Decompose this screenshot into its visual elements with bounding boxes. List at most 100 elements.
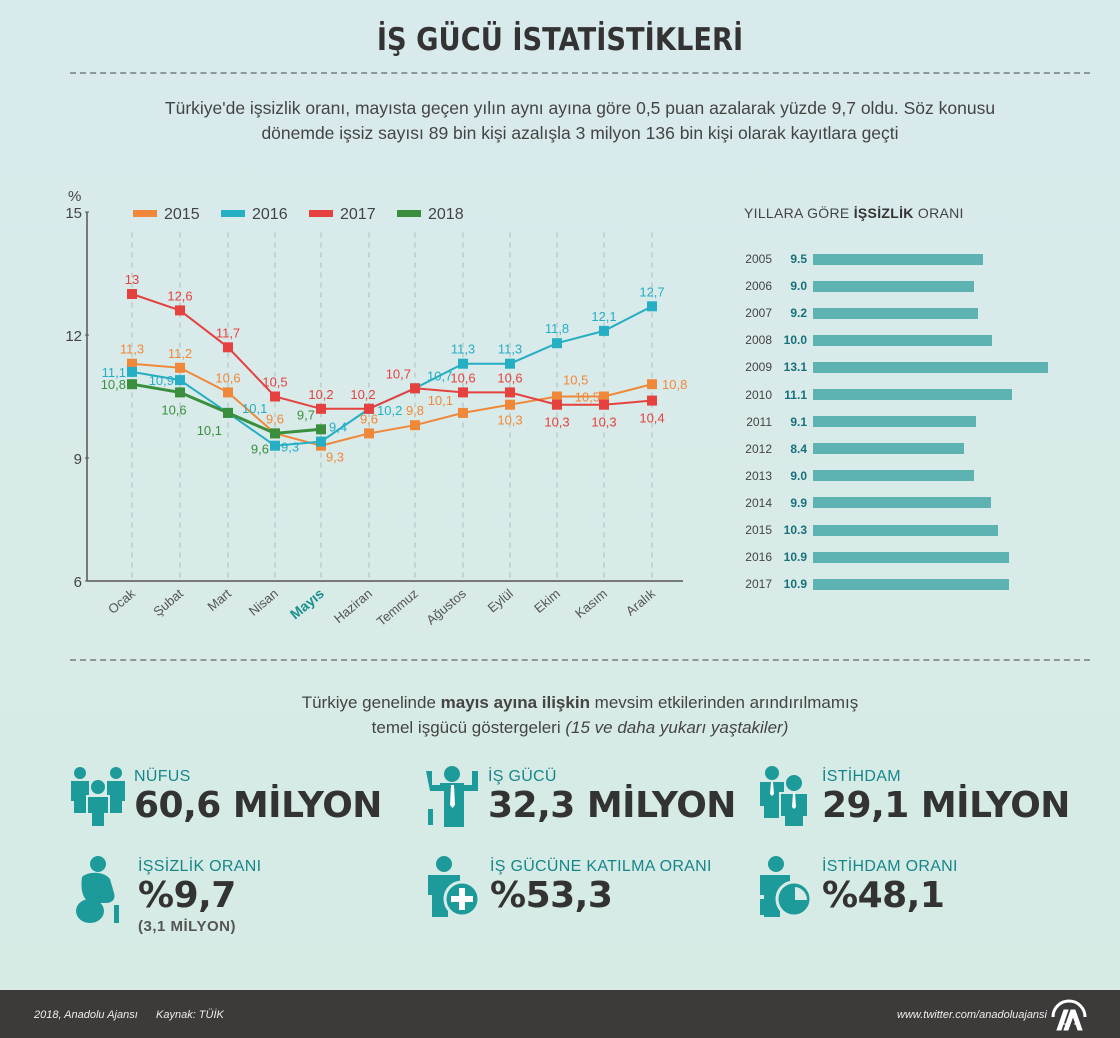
- workforce-icon: [426, 766, 478, 827]
- data-label-2016: 9,3: [281, 440, 299, 455]
- bar-row: 2009 13.1: [740, 360, 1048, 374]
- bar-year-label: 2011: [746, 414, 772, 429]
- data-point-2017: [410, 383, 420, 394]
- indicators-intro: Türkiye genelinde mayıs ayına ilişkin me…: [70, 690, 1090, 740]
- data-label-2017: 12,6: [167, 288, 192, 303]
- footer-copyright: 2018, Anadolu Ajansı: [34, 1009, 138, 1021]
- data-point-2016: [316, 436, 326, 447]
- bar: [813, 334, 993, 346]
- bar-row: 2017 10.9: [740, 577, 1009, 591]
- bar-row: 2010 11.1: [740, 387, 1013, 402]
- stat-value: 32,3 MİLYON: [488, 785, 736, 826]
- bar-value-label: 10.9: [783, 577, 807, 592]
- data-point-2018: [127, 379, 137, 390]
- stat-value: %9,7: [138, 875, 236, 916]
- bar-year-label: 2006: [745, 279, 772, 294]
- data-label-2016: 12,7: [639, 284, 664, 299]
- bar-row: 2007 9.2: [740, 306, 979, 321]
- x-tick-label: Ağustos: [423, 585, 469, 627]
- stat-value: %48,1: [822, 875, 945, 916]
- bar-year-label: 2013: [745, 468, 772, 483]
- bar: [813, 253, 984, 265]
- x-tick-label: Ocak: [105, 585, 138, 616]
- footer-twitter-link[interactable]: www.twitter.com/anadoluajansi: [897, 1009, 1047, 1021]
- bar-value-label: 10.3: [783, 523, 807, 537]
- bar-chart-title: YILLARA GÖRE İŞSİZLİK ORANI: [744, 205, 964, 221]
- bar: [813, 497, 991, 509]
- bar: [813, 307, 979, 319]
- data-label-2017: 10,2: [308, 387, 333, 402]
- top-divider: [70, 72, 1090, 74]
- stat-workforce: İŞ GÜCÜ 32,3 MİLYON: [422, 765, 736, 827]
- data-point-2018: [270, 428, 280, 439]
- data-label-2016: 11,1: [102, 365, 126, 380]
- data-label-2016: 9,4: [329, 420, 347, 435]
- data-label-2018: 10,1: [197, 423, 222, 438]
- data-label-2017: 10,6: [450, 370, 475, 385]
- footer-source: Kaynak: TÜİK: [156, 1009, 224, 1021]
- data-label-2018: 9,7: [297, 407, 315, 422]
- data-point-2017: [364, 403, 374, 414]
- employment-pie-icon: [760, 856, 813, 917]
- data-label-2015: 11,3: [120, 342, 144, 357]
- stat-participation-rate: İŞ GÜCÜNE KATILMA ORANI %53,3: [424, 855, 712, 917]
- bar-value-label: 10.0: [783, 333, 807, 348]
- stat-value: %53,3: [490, 875, 613, 916]
- data-label-2015: 9,8: [406, 403, 424, 418]
- bar-year-label: 2012: [745, 441, 772, 456]
- legend-label: 2015: [164, 206, 200, 223]
- data-point-2015: [410, 420, 420, 431]
- stat-label: İŞ GÜCÜNE KATILMA ORANI: [490, 858, 712, 875]
- x-tick-label: Eylül: [485, 586, 516, 616]
- data-label-2015: 10,8: [662, 377, 687, 392]
- y-tick-label: 12: [65, 328, 82, 345]
- data-label-2015: 10,3: [497, 413, 522, 428]
- bar-year-label: 2010: [745, 387, 772, 402]
- data-label-2016: 10,7: [427, 368, 452, 383]
- data-label-2017: 10,7: [386, 366, 411, 381]
- data-point-2016: [552, 338, 562, 349]
- bar-value-label: 9.0: [790, 468, 807, 483]
- y-tick-label: 6: [74, 574, 82, 591]
- bar-row: 2012 8.4: [740, 442, 964, 456]
- bar-value-label: 9.2: [790, 306, 807, 321]
- bar-row: 2006 9.0: [740, 279, 975, 294]
- data-point-2017: [647, 395, 657, 406]
- data-label-2017: 10,3: [591, 415, 616, 430]
- bar-row: 2008 10.0: [740, 333, 993, 348]
- data-point-2016: [175, 375, 185, 386]
- bar: [813, 551, 1009, 563]
- intro-line-1: Türkiye'de işsizlik oranı, mayısta geçen…: [164, 98, 996, 118]
- intro-text: Türkiye'de işsizlik oranı, mayısta geçen…: [70, 96, 1090, 146]
- y-tick-label: 15: [65, 205, 82, 222]
- x-tick-label: Nisan: [246, 586, 281, 619]
- stat-value: 29,1 MİLYON: [822, 785, 1070, 826]
- legend-swatch: [221, 210, 245, 217]
- data-label-2016: 11,3: [498, 342, 522, 357]
- indicators-intro-line-2: temel işgücü göstergeleri (15 ve daha yu…: [371, 718, 789, 737]
- y-unit-label: %: [68, 188, 81, 205]
- bar-year-label: 2009: [745, 360, 772, 375]
- data-point-2017: [599, 399, 609, 410]
- data-point-2016: [647, 301, 657, 312]
- x-tick-label: Ekim: [531, 586, 563, 616]
- legend-swatch: [133, 210, 157, 217]
- legend-label: 2016: [252, 206, 288, 223]
- participation-plus-icon: [428, 856, 481, 917]
- data-point-2016: [599, 325, 609, 336]
- bar-value-label: 9.5: [790, 252, 807, 266]
- data-point-2015: [647, 379, 657, 390]
- data-label-2016: 11,8: [545, 321, 569, 336]
- data-label-2015: 10,1: [428, 393, 453, 408]
- data-point-2015: [223, 387, 233, 398]
- bar-value-label: 9.1: [790, 414, 807, 429]
- page-title: İŞ GÜCÜ İSTATİSTİKLERİ: [376, 22, 744, 58]
- bar-value-label: 8.4: [790, 441, 807, 456]
- bar-year-label: 2015: [745, 523, 772, 537]
- y-tick-label: 9: [74, 451, 82, 468]
- data-label-2017: 11,7: [216, 325, 240, 340]
- series-line-2015: [131, 362, 653, 447]
- data-label-2015: 10,5: [563, 373, 588, 388]
- bar: [813, 443, 964, 455]
- x-tick-label: Haziran: [331, 586, 375, 626]
